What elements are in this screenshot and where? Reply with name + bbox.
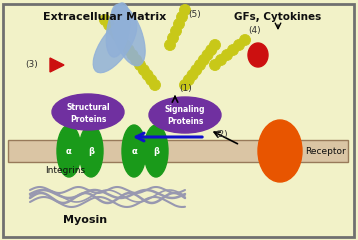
- Text: Proteins: Proteins: [70, 114, 106, 124]
- Circle shape: [206, 44, 217, 55]
- Circle shape: [135, 60, 145, 71]
- Circle shape: [176, 12, 188, 23]
- Text: (1): (1): [180, 84, 192, 92]
- Circle shape: [227, 44, 238, 55]
- Circle shape: [142, 70, 153, 80]
- Circle shape: [116, 35, 126, 46]
- Circle shape: [168, 32, 179, 43]
- Circle shape: [127, 49, 138, 60]
- Text: (3): (3): [26, 60, 38, 70]
- Text: β: β: [88, 146, 94, 156]
- Ellipse shape: [144, 125, 168, 177]
- Text: α: α: [66, 146, 72, 156]
- Circle shape: [198, 54, 209, 66]
- Circle shape: [209, 60, 221, 71]
- Text: GFs, Cytokines: GFs, Cytokines: [234, 12, 321, 22]
- Circle shape: [164, 40, 175, 50]
- Circle shape: [146, 74, 157, 85]
- Text: Integrins: Integrins: [45, 166, 85, 175]
- Text: Extracellular Matrix: Extracellular Matrix: [43, 12, 166, 22]
- Text: Structural: Structural: [66, 102, 110, 112]
- Circle shape: [233, 40, 245, 50]
- Circle shape: [138, 65, 149, 76]
- Ellipse shape: [122, 125, 146, 177]
- Circle shape: [123, 44, 134, 55]
- Text: β: β: [153, 146, 159, 156]
- Circle shape: [240, 35, 251, 46]
- Circle shape: [120, 40, 131, 50]
- Ellipse shape: [79, 125, 103, 177]
- Circle shape: [191, 65, 202, 76]
- Polygon shape: [50, 58, 64, 72]
- Text: Receptor: Receptor: [305, 148, 345, 156]
- Circle shape: [107, 24, 118, 36]
- Ellipse shape: [111, 4, 145, 66]
- Ellipse shape: [149, 97, 221, 133]
- Text: α: α: [131, 146, 137, 156]
- Circle shape: [187, 70, 198, 80]
- Text: Signaling: Signaling: [165, 106, 205, 114]
- Circle shape: [216, 54, 227, 66]
- Text: Myosin: Myosin: [63, 215, 107, 225]
- Circle shape: [100, 14, 111, 25]
- Circle shape: [150, 79, 160, 90]
- Text: (5): (5): [189, 11, 201, 19]
- Circle shape: [202, 49, 213, 60]
- Circle shape: [183, 74, 194, 85]
- Ellipse shape: [258, 120, 302, 182]
- Circle shape: [194, 60, 205, 71]
- Circle shape: [120, 40, 131, 50]
- Ellipse shape: [57, 125, 81, 177]
- Text: (2): (2): [216, 131, 228, 139]
- Circle shape: [131, 54, 142, 66]
- Circle shape: [103, 19, 115, 30]
- FancyBboxPatch shape: [3, 4, 354, 237]
- Text: (4): (4): [249, 25, 261, 35]
- Ellipse shape: [93, 17, 137, 73]
- Text: Proteins: Proteins: [167, 118, 203, 126]
- Ellipse shape: [52, 94, 124, 130]
- Circle shape: [111, 30, 122, 41]
- Ellipse shape: [106, 3, 130, 57]
- Ellipse shape: [248, 43, 268, 67]
- Circle shape: [179, 5, 190, 16]
- Circle shape: [209, 40, 221, 50]
- Circle shape: [170, 25, 182, 36]
- Circle shape: [222, 49, 232, 60]
- Circle shape: [179, 79, 190, 90]
- Circle shape: [174, 18, 184, 30]
- FancyBboxPatch shape: [8, 140, 348, 162]
